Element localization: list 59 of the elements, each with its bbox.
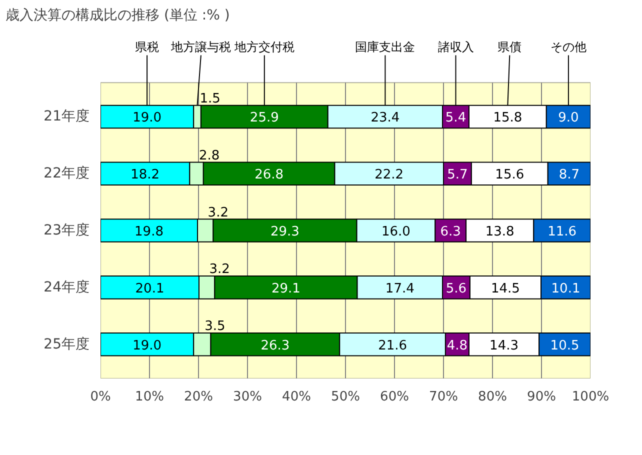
text: 地方交付税: [233, 40, 294, 54]
data-label: 15.8: [493, 110, 522, 126]
x-tick-label: 70%: [429, 390, 458, 404]
data-label: 26.3: [260, 338, 290, 354]
data-label: 4.8: [446, 338, 468, 354]
data-label: 3.2: [208, 205, 228, 220]
text: 県税: [135, 40, 160, 54]
data-label: 23.4: [370, 110, 400, 126]
x-tick-label: 20%: [184, 390, 213, 404]
data-label: 17.4: [385, 281, 414, 296]
data-label: 5.4: [445, 110, 466, 126]
data-label: 11.6: [548, 224, 577, 240]
data-label: 1.5: [200, 91, 220, 106]
data-label: 15.6: [495, 168, 524, 183]
y-tick-label: 25年度: [44, 336, 90, 352]
text: 国庫支出金: [355, 40, 416, 54]
data-label: 22.2: [374, 168, 404, 183]
x-tick-label: 40%: [282, 390, 311, 404]
data-label: 18.2: [130, 168, 160, 183]
x-tick-label: 60%: [380, 390, 409, 404]
data-label: 16.0: [381, 224, 410, 240]
data-label: 5.6: [446, 281, 467, 296]
text: その他: [550, 40, 586, 54]
data-label: 21.6: [378, 338, 408, 354]
text: 諸収入: [438, 40, 474, 54]
data-label: 3.2: [209, 262, 230, 278]
x-tick-label: 80%: [478, 390, 507, 404]
data-label: 29.1: [271, 281, 300, 296]
data-label: 19.0: [132, 110, 162, 126]
data-label: 14.3: [490, 338, 518, 354]
x-tick-label: 30%: [233, 390, 262, 404]
data-label: 26.8: [254, 168, 284, 183]
x-tick-label: 0%: [90, 390, 111, 404]
data-label: 10.5: [550, 338, 580, 354]
data-label: 29.3: [270, 224, 300, 240]
y-tick-label: 22年度: [44, 166, 90, 182]
data-label: 14.5: [491, 281, 520, 296]
y-tick-label: 21年度: [44, 108, 90, 125]
y-tick-label: 24年度: [44, 279, 90, 296]
text: 県債: [498, 40, 522, 54]
text: 地方譲与税: [170, 40, 231, 54]
data-label: 19.0: [132, 338, 162, 354]
data-label: 8.7: [558, 168, 580, 183]
data-label: 13.8: [485, 224, 514, 240]
data-label: 9.0: [558, 110, 579, 126]
data-label: 6.3: [440, 224, 461, 240]
x-tick-label: 10%: [135, 390, 164, 404]
y-tick-label: 23年度: [44, 222, 90, 239]
x-tick-label: 100%: [572, 390, 610, 404]
x-tick-label: 90%: [527, 390, 556, 404]
x-tick-label: 50%: [331, 390, 360, 404]
data-label: 5.7: [447, 168, 468, 183]
data-label: 20.1: [135, 281, 164, 296]
data-label: 2.8: [198, 148, 220, 164]
chart-title: 歳入決算の構成比の推移 (単位 :% ): [6, 8, 230, 24]
data-label: 3.5: [204, 319, 226, 334]
data-label: 19.8: [134, 224, 164, 240]
data-label: 25.9: [250, 110, 279, 126]
data-label: 10.1: [551, 281, 580, 296]
